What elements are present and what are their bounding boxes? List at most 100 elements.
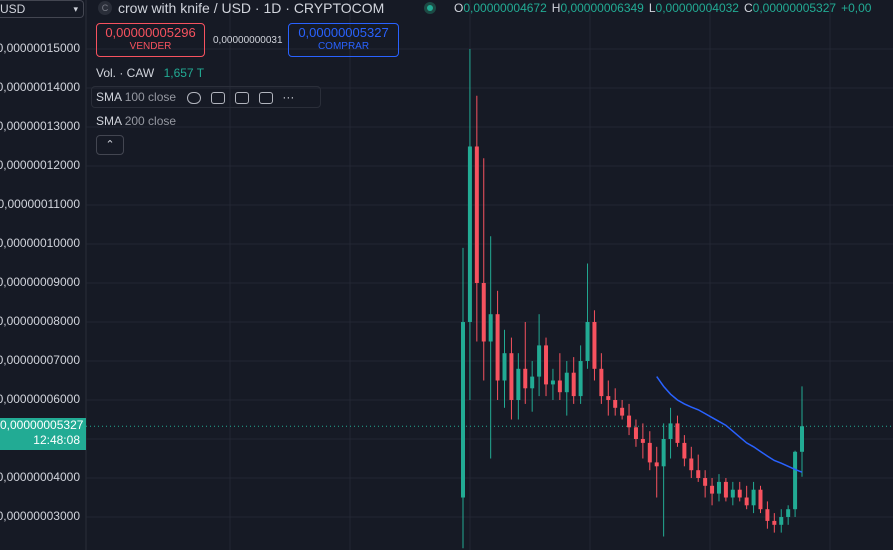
indicator-params: 100 close: [124, 90, 177, 104]
candle-body: [467, 146, 472, 322]
status-dot: [427, 5, 433, 11]
collapse-button[interactable]: ⌃: [96, 135, 124, 155]
indicator-row[interactable]: SMA 100 close ···: [91, 86, 321, 108]
sell-label: VENDER: [129, 41, 172, 52]
indicator-params: 200 close: [124, 114, 177, 128]
candle-body: [544, 345, 549, 385]
candle-body: [696, 470, 701, 479]
chevron: ▾: [73, 4, 78, 14]
candle-body: [516, 368, 521, 400]
indicator-name: SMA: [96, 114, 122, 128]
volume-legend: Vol. · CAW 1,657 T: [96, 66, 204, 80]
candle-body: [703, 478, 708, 486]
candle-body: [675, 423, 680, 443]
candle-body: [689, 458, 694, 471]
y-tick-label: 0,00000010000: [0, 236, 80, 250]
candle-body: [793, 451, 798, 510]
spread: 0,00000000031: [213, 35, 283, 46]
y-tick-label: 0,00000011000: [0, 197, 80, 211]
more-icon[interactable]: ···: [282, 90, 295, 104]
candle-body: [564, 372, 569, 393]
sell-price: 0,00000005296: [105, 25, 196, 40]
symbol-menu-label: USD: [0, 2, 26, 16]
chart-title: crow with knife / USD · 1D · CRYPTOCOM: [118, 0, 385, 16]
candle-body: [571, 372, 576, 397]
volume-label: Vol. · CAW: [96, 66, 155, 80]
candle-body: [786, 509, 791, 518]
candle-body: [716, 481, 721, 494]
settings-icon[interactable]: [211, 91, 226, 104]
candle-body: [530, 376, 535, 389]
candle-body: [633, 427, 638, 440]
candle-body: [488, 314, 493, 342]
candle-body: [592, 321, 597, 369]
candle-body: [640, 439, 645, 443]
candle-body: [682, 442, 687, 459]
buy-price: 0,00000005327: [298, 25, 389, 40]
candle-body: [523, 368, 528, 389]
candle-body: [751, 489, 756, 506]
price-tag: 0,00000005327 12:48:08: [0, 418, 86, 450]
y-tick-label: 0,00000003000: [0, 509, 80, 523]
candle-body: [599, 368, 604, 397]
candle-body: [744, 497, 749, 506]
code-icon[interactable]: [235, 91, 250, 104]
candle-body: [710, 485, 715, 494]
symbol-menu[interactable]: USD ▾: [0, 0, 84, 18]
y-tick-label: 0,00000014000: [0, 80, 80, 94]
candle-body: [578, 360, 583, 397]
y-tick-label: 0,00000008000: [0, 314, 80, 328]
delete-icon[interactable]: [259, 91, 274, 104]
candle-body: [606, 396, 611, 400]
ohlc-value: 0,00000004672: [463, 1, 547, 15]
sma-line: [656, 376, 803, 473]
candle-body: [509, 353, 514, 400]
indicator-name: SMA: [96, 90, 122, 104]
candle-body: [461, 321, 465, 498]
candle-body: [647, 442, 652, 463]
candle-body: [668, 423, 673, 440]
y-tick-label: 0,00000006000: [0, 392, 80, 406]
indicator-row[interactable]: SMA 200 close: [96, 114, 176, 128]
candle-body: [481, 282, 486, 342]
ohlc-key: C: [743, 1, 753, 15]
status-ring: [424, 2, 436, 14]
y-tick-label: 0,00000007000: [0, 353, 80, 367]
sell-button[interactable]: 0,00000005296 VENDER: [96, 23, 205, 57]
candle-body: [723, 481, 728, 498]
symbol-icon: C: [98, 1, 112, 15]
change: +0,00: [841, 1, 872, 15]
ohlc-value: 0,00000005327: [752, 1, 837, 15]
candle-body: [779, 517, 784, 525]
y-tick-label: 0,00000009000: [0, 275, 80, 289]
price-tag-value: 0,00000005327: [0, 418, 84, 432]
candle-body: [613, 400, 618, 408]
candle-body: [550, 380, 555, 385]
candle-body: [557, 380, 562, 393]
buy-label: COMPRAR: [317, 41, 370, 52]
y-tick-label: 0,00000012000: [0, 158, 80, 172]
y-tick-label: 0,00000015000: [0, 41, 80, 55]
ohlc-key: O: [454, 1, 464, 15]
candle-body: [620, 407, 625, 416]
ohlc-key: L: [648, 1, 656, 15]
candle-body: [758, 489, 763, 510]
candle-body: [730, 489, 735, 498]
candle-body: [585, 321, 590, 361]
candle-body: [627, 415, 632, 428]
eye-icon[interactable]: [187, 91, 202, 104]
candle-body: [654, 462, 659, 467]
candle-body: [765, 509, 770, 521]
ohlc-value: 0,00000004032: [655, 1, 739, 15]
volume-value: 1,657 T: [163, 66, 205, 80]
candle-body: [495, 314, 500, 381]
ohlc-legend: O0,00000004672 H0,00000006349 L0,000000040…: [454, 0, 871, 16]
candle-body: [474, 146, 479, 283]
candle-body: [661, 439, 666, 467]
ohlc-key: H: [551, 1, 561, 15]
y-tick-label: 0,00000004000: [0, 470, 80, 484]
candle-body: [502, 353, 507, 381]
buy-button[interactable]: 0,00000005327 COMPRAR: [288, 23, 399, 57]
